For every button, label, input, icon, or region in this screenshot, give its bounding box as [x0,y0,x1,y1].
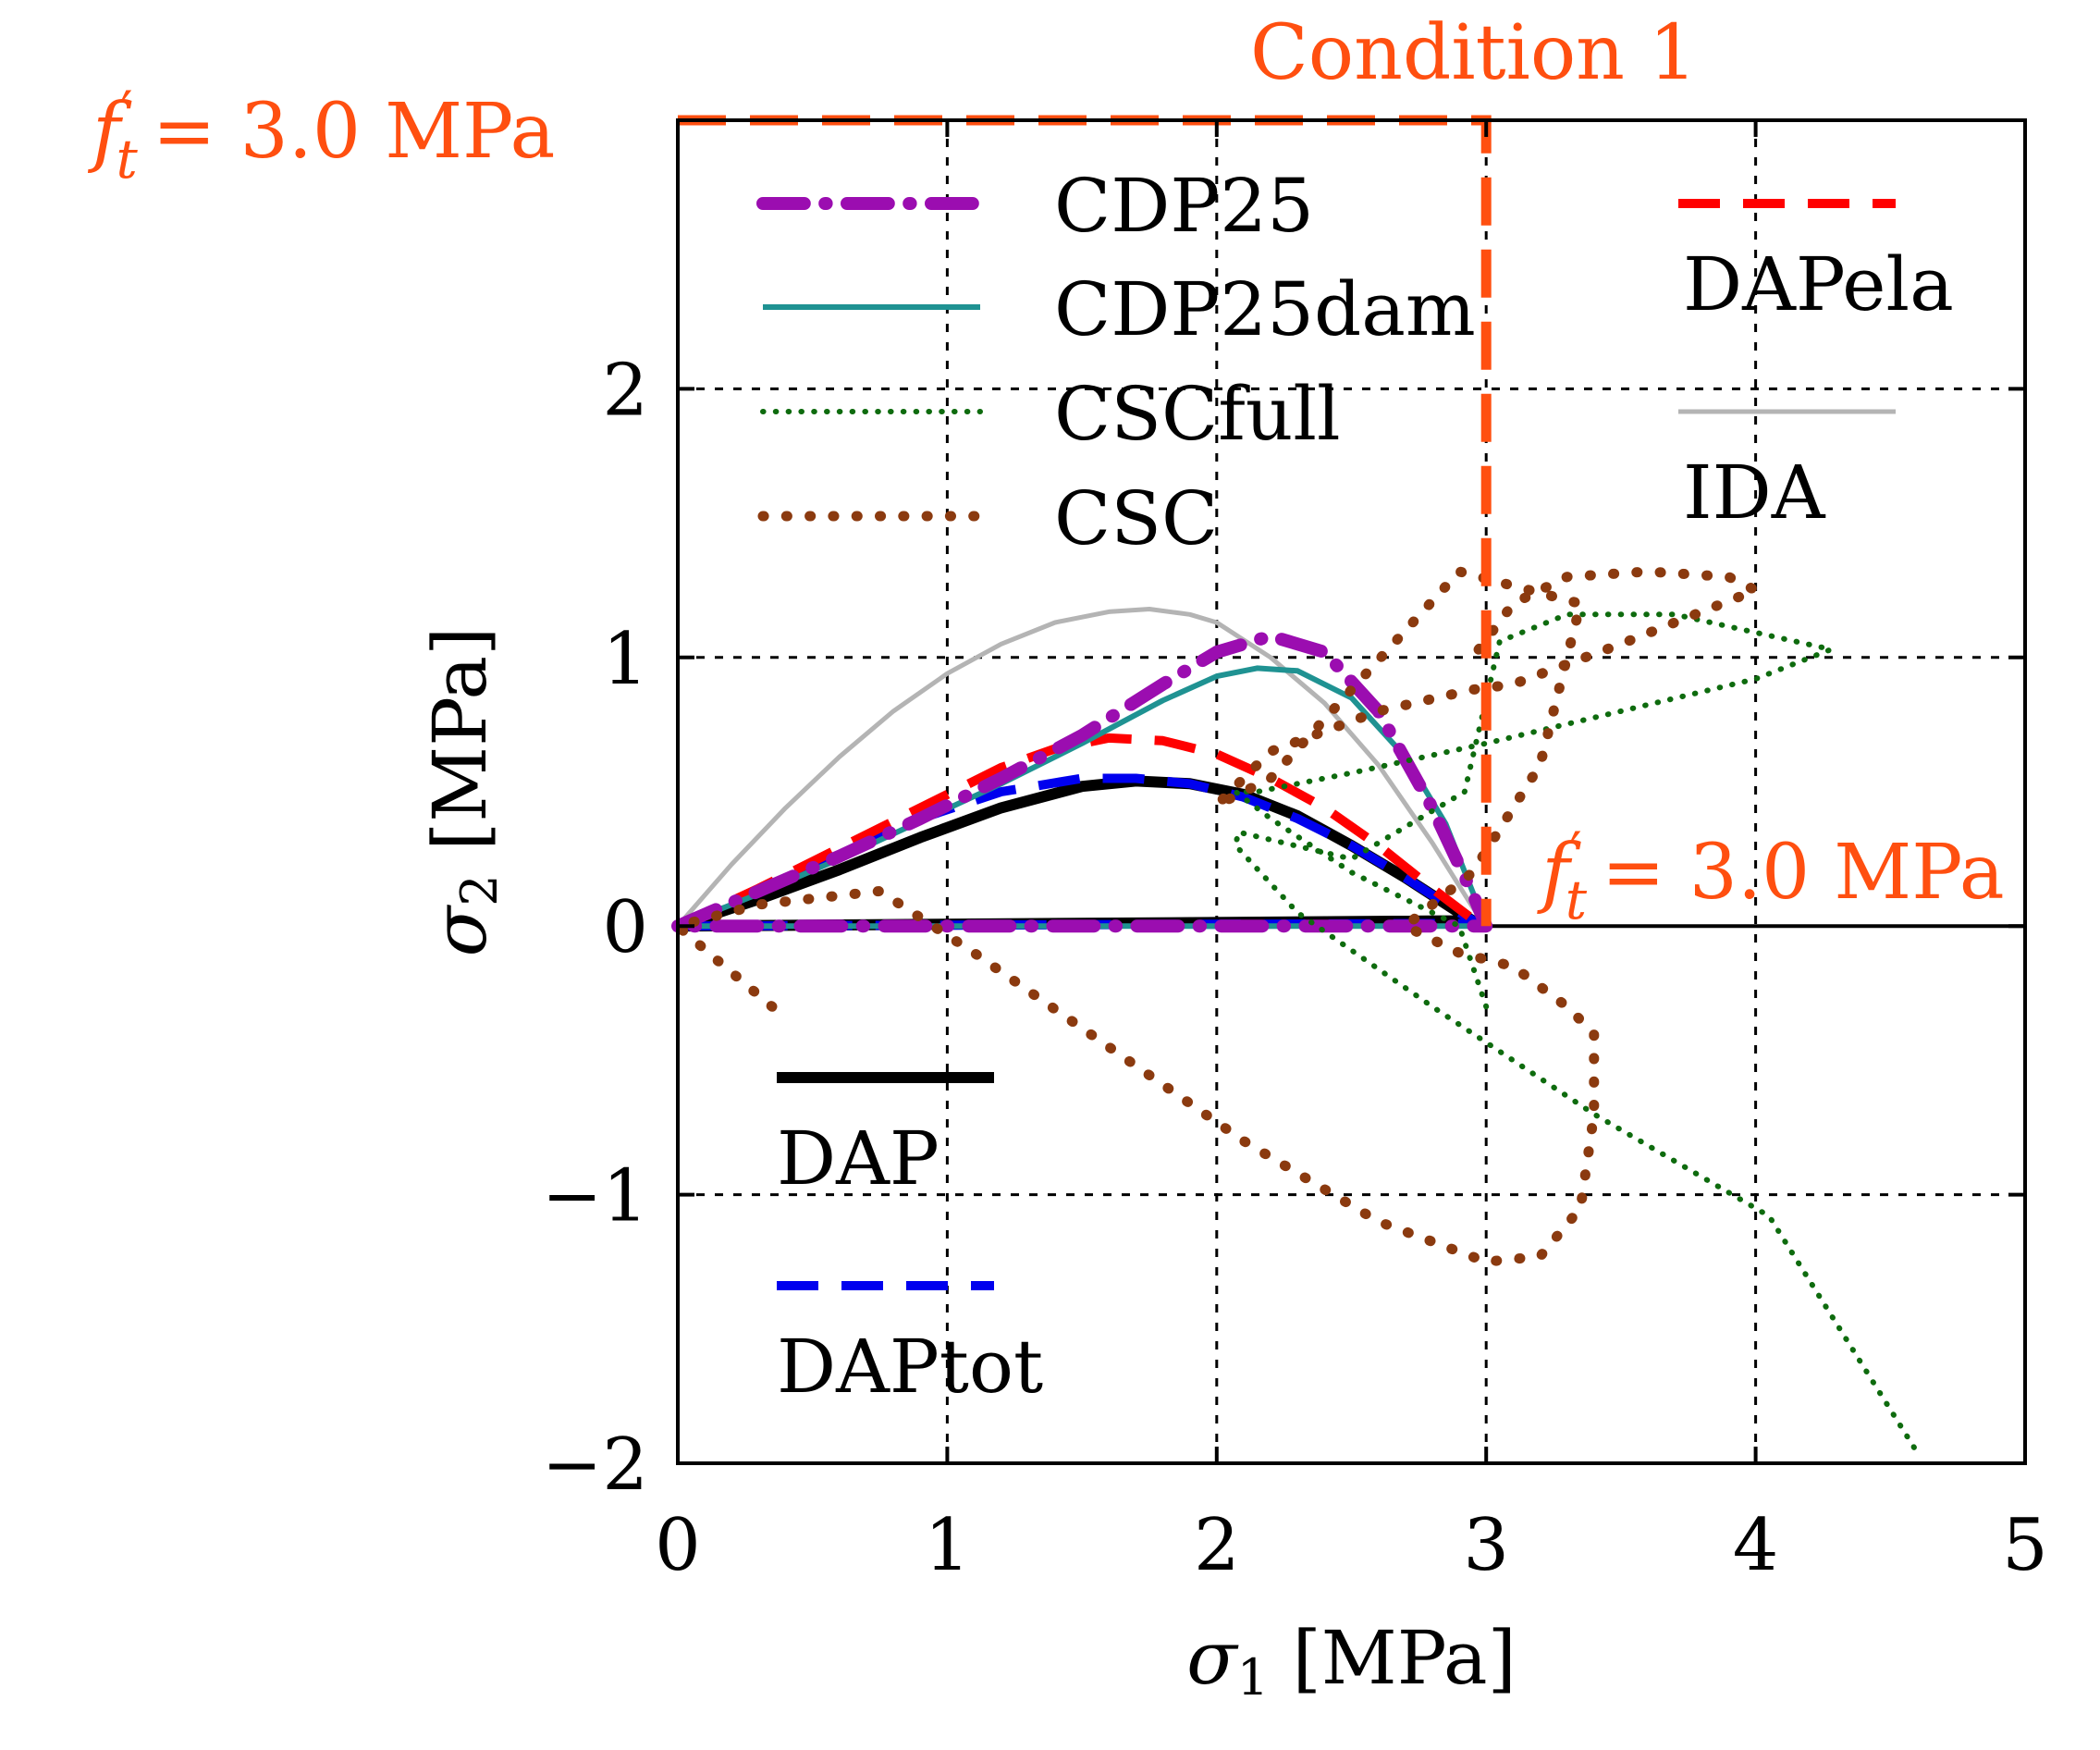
y-tick-label: 1 [602,618,648,701]
y-tick-label: 2 [602,349,648,432]
series-line-daptot [676,773,1483,931]
x-tick-label: 1 [925,1504,971,1587]
series-line-cdp25 [671,629,1493,933]
condition-label: Condition 1 [1250,9,1697,97]
y-tick-label: −1 [542,1155,648,1239]
legend-label-ida: IDA [1683,450,1826,536]
series-line-ida [676,607,1489,928]
ft-label-top: f′ t = 3.0 MPa [87,80,555,191]
x-axis-label: σ1 [MPa] [1186,1615,1517,1707]
legend-label-cdp25dam: CDP25dam [1054,266,1476,352]
y-tick-label: 0 [602,886,648,969]
series-line-dap [676,775,1479,932]
legend-label-daptot: DAPtot [777,1324,1043,1410]
x-tick-label: 0 [655,1504,701,1587]
x-tick-label: 2 [1194,1504,1240,1587]
x-tick-label: 5 [2002,1504,2048,1587]
legend-label-dapela: DAPela [1683,241,1954,327]
y-axis-label: σ2 [MPa] [417,627,509,957]
legend-label-csc: CSC [1054,475,1218,561]
legend-label-cscfull: CSCfull [1054,371,1341,457]
legend-label-dap: DAP [777,1115,939,1202]
series-line-dapela [675,733,1481,930]
plot-frame [676,118,2027,1465]
tick-layer: 0 1 2 3 4 5 −2 −1 0 1 2 [542,120,2048,1587]
x-tick-label: 3 [1463,1504,1509,1587]
ft-label-right: f′ t = 3.0 MPa [1536,820,2004,931]
x-tick-label: 4 [1733,1504,1779,1587]
series-line-cscfull [1233,611,1921,1456]
series-layer [671,566,1921,1456]
y-tick-label: −2 [542,1423,648,1507]
legend: CDP25 CDP25dam CSCfull CSC DAPela IDA DA… [756,163,1954,1410]
legend-label-cdp25: CDP25 [1054,163,1314,249]
